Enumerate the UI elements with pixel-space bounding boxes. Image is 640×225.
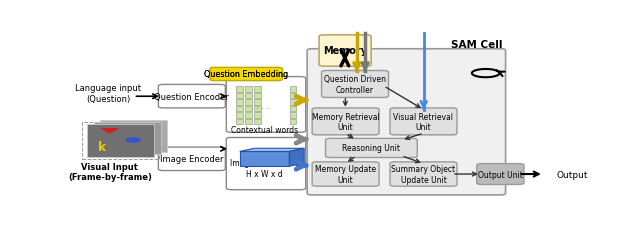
FancyBboxPatch shape xyxy=(245,100,252,106)
FancyBboxPatch shape xyxy=(245,106,252,112)
FancyBboxPatch shape xyxy=(254,113,260,118)
FancyBboxPatch shape xyxy=(477,164,524,185)
FancyBboxPatch shape xyxy=(236,100,243,106)
Text: Visual Input
(Frame-by-frame): Visual Input (Frame-by-frame) xyxy=(68,162,152,181)
Text: Visual Retrieval
Unit: Visual Retrieval Unit xyxy=(394,112,454,131)
Text: Question Driven
Controller: Question Driven Controller xyxy=(324,75,386,94)
Text: Image Encoder: Image Encoder xyxy=(160,155,223,164)
FancyBboxPatch shape xyxy=(290,113,296,118)
Text: . . . .: . . . . xyxy=(251,101,269,110)
FancyBboxPatch shape xyxy=(254,87,260,92)
FancyBboxPatch shape xyxy=(390,162,457,186)
FancyBboxPatch shape xyxy=(236,113,243,118)
FancyBboxPatch shape xyxy=(254,100,260,106)
FancyBboxPatch shape xyxy=(158,147,225,171)
FancyBboxPatch shape xyxy=(88,125,154,157)
FancyBboxPatch shape xyxy=(290,106,296,112)
Text: Memory: Memory xyxy=(323,46,367,56)
FancyBboxPatch shape xyxy=(290,87,296,92)
FancyBboxPatch shape xyxy=(227,77,306,133)
FancyBboxPatch shape xyxy=(236,106,243,112)
Circle shape xyxy=(125,138,141,143)
Polygon shape xyxy=(240,152,289,166)
FancyBboxPatch shape xyxy=(290,93,296,99)
Text: Language input
(Question): Language input (Question) xyxy=(76,84,141,103)
Text: Memory Update
Unit: Memory Update Unit xyxy=(315,165,376,184)
FancyBboxPatch shape xyxy=(245,87,252,92)
FancyBboxPatch shape xyxy=(326,139,417,158)
FancyBboxPatch shape xyxy=(210,68,282,81)
Text: Question Embedding: Question Embedding xyxy=(204,70,288,79)
FancyBboxPatch shape xyxy=(254,119,260,125)
Text: Output Unit: Output Unit xyxy=(478,170,523,179)
FancyBboxPatch shape xyxy=(312,108,379,135)
Polygon shape xyxy=(240,149,304,152)
Text: Reasoning Unit: Reasoning Unit xyxy=(342,144,401,153)
FancyBboxPatch shape xyxy=(227,138,306,190)
FancyBboxPatch shape xyxy=(290,119,296,125)
FancyBboxPatch shape xyxy=(236,93,243,99)
Text: Question Encoder: Question Encoder xyxy=(154,92,229,101)
Text: Memory Retrieval
Unit: Memory Retrieval Unit xyxy=(312,112,380,131)
Text: SAM Cell: SAM Cell xyxy=(451,40,502,50)
FancyBboxPatch shape xyxy=(245,93,252,99)
FancyBboxPatch shape xyxy=(321,71,388,98)
FancyBboxPatch shape xyxy=(245,113,252,118)
FancyBboxPatch shape xyxy=(319,36,371,67)
Text: k: k xyxy=(98,140,106,153)
FancyBboxPatch shape xyxy=(290,100,296,106)
FancyBboxPatch shape xyxy=(236,87,243,92)
FancyBboxPatch shape xyxy=(100,120,167,152)
Text: Image Embedding
H x W x d: Image Embedding H x W x d xyxy=(230,159,300,178)
Text: Contextual words: Contextual words xyxy=(231,126,298,135)
Text: Summary Object
Update Unit: Summary Object Update Unit xyxy=(392,165,456,184)
Polygon shape xyxy=(100,128,120,134)
FancyBboxPatch shape xyxy=(94,123,161,155)
Text: Output: Output xyxy=(556,170,588,179)
FancyBboxPatch shape xyxy=(254,93,260,99)
FancyBboxPatch shape xyxy=(312,162,379,186)
Polygon shape xyxy=(289,149,304,166)
FancyBboxPatch shape xyxy=(158,85,225,108)
FancyBboxPatch shape xyxy=(245,119,252,125)
FancyBboxPatch shape xyxy=(307,50,506,195)
FancyBboxPatch shape xyxy=(254,106,260,112)
FancyBboxPatch shape xyxy=(390,108,457,135)
Text: Question Embedding: Question Embedding xyxy=(204,70,288,79)
FancyBboxPatch shape xyxy=(236,119,243,125)
